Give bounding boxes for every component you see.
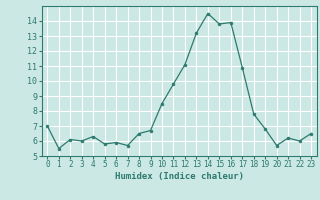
X-axis label: Humidex (Indice chaleur): Humidex (Indice chaleur)	[115, 172, 244, 181]
